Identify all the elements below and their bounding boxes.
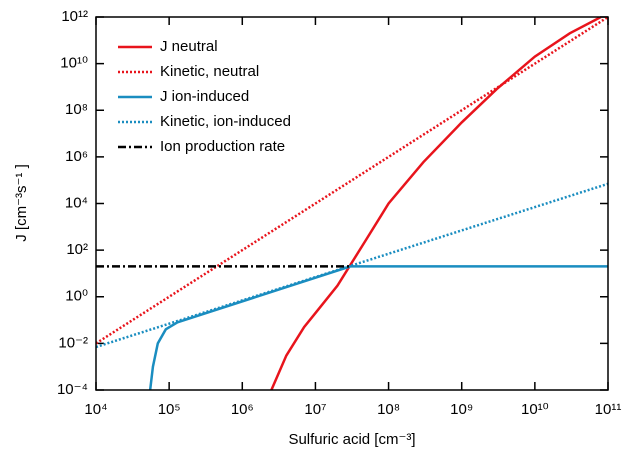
- legend-label: J neutral: [160, 38, 218, 55]
- series-line: [96, 17, 608, 345]
- y-tick-label: 10¹²: [61, 8, 88, 25]
- x-tick-label: 10⁷: [304, 401, 326, 418]
- x-tick-label: 10⁵: [158, 401, 181, 418]
- legend-label: Kinetic, ion-induced: [160, 113, 291, 130]
- x-tick-label: 10⁴: [84, 401, 107, 418]
- legend-label: Ion production rate: [160, 138, 285, 155]
- y-tick-label: 10²: [66, 241, 88, 258]
- series-line: [96, 182, 608, 349]
- y-tick-label: 10⁻⁴: [57, 381, 88, 398]
- x-axis-label: Sulfuric acid [cm⁻³]: [288, 431, 415, 448]
- y-tick-label: 10⁻²: [58, 334, 88, 351]
- y-axis-label: J [cm⁻³s⁻¹ ]: [13, 164, 30, 242]
- y-tick-label: 10⁰: [65, 288, 88, 305]
- x-tick-label: 10⁹: [450, 401, 473, 418]
- x-tick-label: 10¹¹: [595, 401, 622, 418]
- series-line: [270, 17, 602, 390]
- plot-frame: [95, 16, 609, 391]
- y-tick-label: 10¹⁰: [60, 55, 88, 72]
- x-tick-label: 10¹⁰: [521, 401, 549, 418]
- x-tick-label: 10⁸: [377, 401, 400, 418]
- x-tick-label: 10⁶: [231, 401, 254, 418]
- y-tick-label: 10⁸: [65, 101, 88, 118]
- legend-label: Kinetic, neutral: [160, 63, 259, 80]
- y-tick-label: 10⁶: [65, 148, 88, 165]
- y-tick-label: 10⁴: [65, 194, 88, 211]
- plot-area: [96, 17, 608, 390]
- legend-label: J ion-induced: [160, 88, 249, 105]
- series-line: [148, 265, 608, 390]
